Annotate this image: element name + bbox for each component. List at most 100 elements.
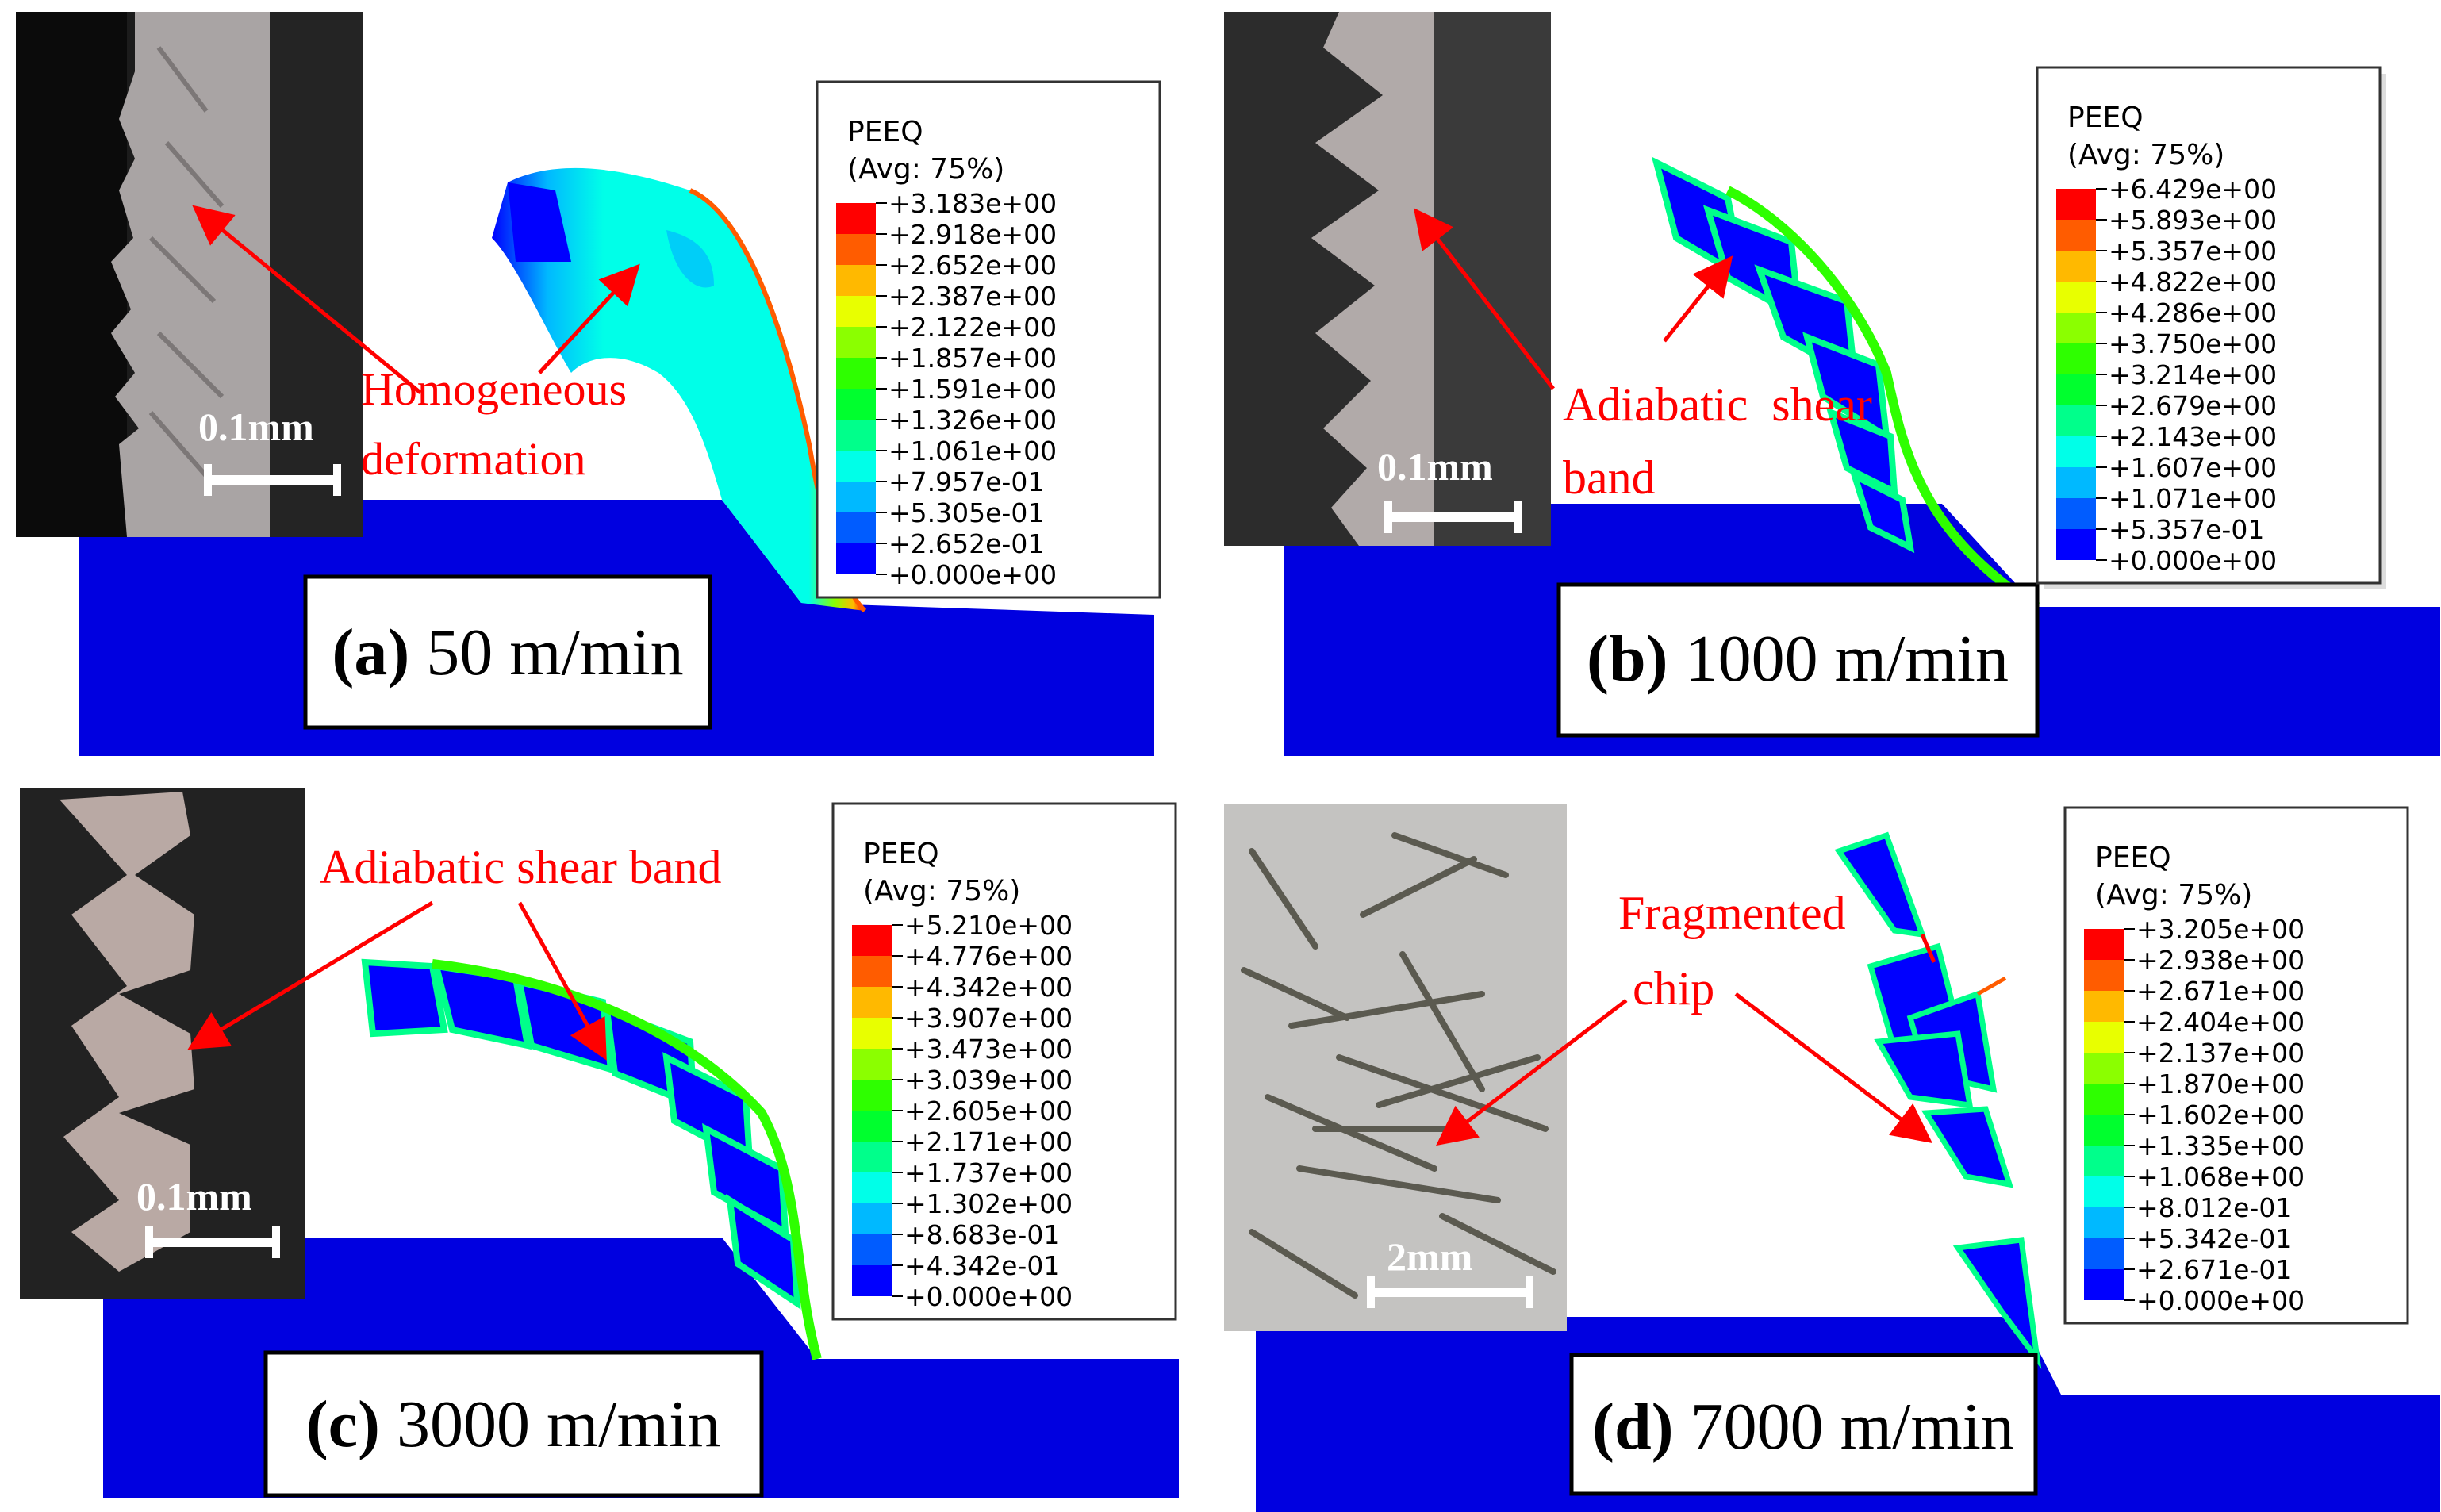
annotation-line-2: chip xyxy=(1633,962,1714,1015)
legend-value-label: +2.122e+00 xyxy=(889,312,1057,343)
legend-value-label: +3.907e+00 xyxy=(904,1003,1073,1034)
arrow-to-micrograph xyxy=(187,900,434,1050)
legend-value-label: +2.918e+00 xyxy=(889,219,1057,250)
chip-contour-band xyxy=(666,230,714,288)
legend-value-label: +2.938e+00 xyxy=(2136,945,2305,976)
panel-c-figure: 0.1mm Adiabatic shear band (c) 3000 m/mi… xyxy=(20,788,1179,1498)
legend-labels: +3.205e+00+2.938e+00+2.671e+00+2.404e+00… xyxy=(2124,914,2305,1316)
legend-value-label: +1.737e+00 xyxy=(904,1157,1073,1188)
peeq-legend: PEEQ (Avg: 75%) +3.205e+00+2.938e+00+2.6… xyxy=(2063,806,2409,1325)
caption-letter: (d) xyxy=(1592,1390,1674,1464)
legend-swatch xyxy=(836,265,876,296)
legend-labels: +3.183e+00+2.918e+00+2.652e+00+2.387e+00… xyxy=(876,188,1057,590)
serrated-chip xyxy=(361,958,822,1360)
legend-value-label: +1.071e+00 xyxy=(2109,483,2277,514)
legend-value-label: +5.305e-01 xyxy=(889,497,1044,528)
legend-labels: +6.429e+00+5.893e+00+5.357e+00+4.822e+00… xyxy=(2096,174,2277,576)
caption-speed: 7000 m/min xyxy=(1691,1390,2014,1464)
legend-swatch xyxy=(2084,960,2124,991)
legend-value-label: +5.357e-01 xyxy=(2109,514,2264,545)
legend-swatch xyxy=(852,1080,892,1111)
legend-swatch xyxy=(2084,1115,2124,1146)
arrow-to-micrograph xyxy=(192,205,422,394)
legend-value-label: +5.342e-01 xyxy=(2136,1223,2292,1254)
legend-value-label: +1.068e+00 xyxy=(2136,1161,2305,1192)
caption-box: (d) 7000 m/min xyxy=(1569,1353,2038,1496)
legend-title: PEEQ xyxy=(2067,102,2144,134)
legend-swatch xyxy=(2084,1146,2124,1176)
chip-cold-zone xyxy=(508,182,571,262)
legend-swatch xyxy=(2084,1269,2124,1300)
legend-swatch xyxy=(852,956,892,987)
legend-subtitle: (Avg: 75%) xyxy=(863,875,1020,908)
legend-value-label: +4.776e+00 xyxy=(904,941,1073,972)
legend-value-label: +8.012e-01 xyxy=(2136,1192,2292,1223)
scale-label: 2mm xyxy=(1387,1234,1472,1279)
legend-swatch xyxy=(2056,343,2096,374)
legend-value-label: +1.302e+00 xyxy=(904,1188,1073,1219)
legend-swatch xyxy=(2056,374,2096,405)
legend-value-label: +2.679e+00 xyxy=(2109,390,2277,421)
legend-value-label: +1.061e+00 xyxy=(889,436,1057,466)
legend-value-label: +1.607e+00 xyxy=(2109,452,2277,483)
legend-swatch xyxy=(2056,467,2096,498)
legend-swatch xyxy=(836,234,876,265)
legend-value-label: +0.000e+00 xyxy=(2136,1285,2305,1316)
legend-swatches xyxy=(836,203,876,574)
legend-swatch xyxy=(836,451,876,482)
legend-value-label: +5.357e+00 xyxy=(2109,236,2277,267)
legend-value-label: +1.870e+00 xyxy=(2136,1069,2305,1099)
annotation-line-1: Fragmented xyxy=(1618,887,1846,939)
legend-swatch xyxy=(2084,1238,2124,1269)
arrow-to-chip xyxy=(538,263,640,374)
caption-letter: (b) xyxy=(1587,622,1668,696)
legend-swatch xyxy=(852,1234,892,1265)
legend-swatches xyxy=(2056,189,2096,560)
legend-swatches xyxy=(2084,929,2124,1300)
legend-value-label: +0.000e+00 xyxy=(904,1281,1073,1312)
legend-swatch xyxy=(852,1203,892,1234)
legend-swatch xyxy=(2056,282,2096,313)
legend-swatch xyxy=(852,1142,892,1172)
annotation-line-1: Adiabatic shear xyxy=(1563,378,1872,431)
micrograph: 0.1mm xyxy=(16,12,363,537)
legend-swatch xyxy=(2056,405,2096,436)
arrow-to-chip xyxy=(517,901,607,1061)
legend-value-label: +4.286e+00 xyxy=(2109,297,2277,328)
micrograph: 2mm xyxy=(1224,804,1567,1331)
legend-swatch xyxy=(2084,1022,2124,1053)
legend-swatch xyxy=(836,203,876,234)
legend-value-label: +3.473e+00 xyxy=(904,1034,1073,1065)
arrow-to-chip xyxy=(1734,992,1932,1144)
legend-swatch xyxy=(836,358,876,389)
legend-swatch xyxy=(2084,929,2124,960)
legend-swatch xyxy=(2056,251,2096,282)
legend-value-label: +5.893e+00 xyxy=(2109,205,2277,236)
legend-value-label: +1.591e+00 xyxy=(889,374,1057,405)
legend-swatch xyxy=(852,1018,892,1049)
peeq-legend: PEEQ (Avg: 75%) +5.210e+00+4.776e+00+4.3… xyxy=(831,802,1177,1321)
panel-c: 0.1mm Adiabatic shear band (c) 3000 m/mi… xyxy=(0,756,1220,1512)
caption-box: (a) 50 m/min xyxy=(303,574,712,730)
legend-swatch xyxy=(836,327,876,358)
serrated-chip xyxy=(1651,156,2040,612)
legend-value-label: +2.143e+00 xyxy=(2109,421,2277,452)
legend-value-label: +4.342e+00 xyxy=(904,972,1073,1003)
legend-swatch xyxy=(2056,529,2096,560)
legend-swatch xyxy=(2084,1053,2124,1084)
legend-subtitle: (Avg: 75%) xyxy=(2067,139,2224,171)
annotation-line-1: Homogeneous xyxy=(361,363,627,415)
legend-swatches xyxy=(852,925,892,1296)
legend-swatch xyxy=(852,1111,892,1142)
legend-title: PEEQ xyxy=(847,116,923,148)
caption-box: (c) 3000 m/min xyxy=(263,1350,764,1498)
scale-label: 0.1mm xyxy=(1377,444,1493,489)
caption-box: (b) 1000 m/min xyxy=(1556,582,2040,738)
legend-swatch xyxy=(852,1265,892,1296)
legend-value-label: +2.652e-01 xyxy=(889,528,1044,559)
legend-swatch xyxy=(2084,1207,2124,1238)
annotation-line-2: deformation xyxy=(361,433,585,485)
legend-value-label: +2.404e+00 xyxy=(2136,1007,2305,1038)
peeq-legend: PEEQ (Avg: 75%) +3.183e+00+2.918e+00+2.6… xyxy=(816,80,1161,599)
panel-d-figure: 2mm Fragmented chip (d) 7000 m/min PEEQ … xyxy=(1224,804,2440,1512)
